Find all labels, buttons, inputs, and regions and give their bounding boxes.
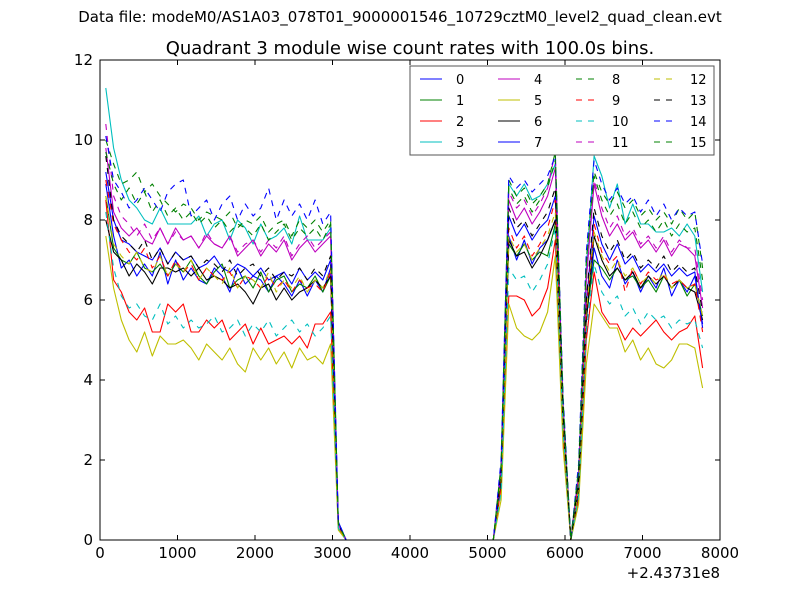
series-line-0 — [105, 183, 704, 540]
x-tick-label: 3000 — [313, 544, 351, 562]
legend-label-11: 11 — [612, 136, 629, 151]
legend-label-6: 6 — [534, 115, 542, 130]
y-tick-label: 6 — [83, 291, 93, 309]
legend-label-9: 9 — [612, 94, 620, 109]
legend-label-12: 12 — [690, 73, 707, 88]
series-line-11 — [105, 123, 704, 540]
legend-label-3: 3 — [456, 136, 464, 151]
legend-label-8: 8 — [612, 73, 620, 88]
x-tick-label: 6000 — [546, 544, 584, 562]
series-line-4 — [105, 147, 704, 540]
legend-box — [409, 65, 715, 156]
chart-title: Quadrant 3 module wise count rates with … — [166, 38, 655, 59]
series-line-12 — [105, 195, 704, 540]
legend-label-1: 1 — [456, 94, 464, 109]
series-line-2 — [105, 199, 704, 540]
legend-label-15: 15 — [690, 136, 707, 151]
x-tick-label: 1000 — [158, 544, 196, 562]
y-tick-label: 12 — [74, 51, 93, 69]
series-line-3 — [105, 87, 704, 540]
y-tick-label: 2 — [83, 451, 93, 469]
y-tick-label: 4 — [83, 371, 93, 389]
legend-label-5: 5 — [534, 94, 542, 109]
legend-label-10: 10 — [612, 115, 629, 130]
x-tick-label: 5000 — [468, 544, 506, 562]
y-tick-label: 10 — [74, 131, 93, 149]
series-line-1 — [105, 195, 704, 540]
x-tick-label: 7000 — [623, 544, 661, 562]
legend-label-0: 0 — [456, 73, 464, 88]
legend-label-4: 4 — [534, 73, 542, 88]
x-offset-label: +2.43731e8 — [627, 564, 720, 582]
x-tick-label: 2000 — [236, 544, 274, 562]
x-tick-label: 0 — [95, 544, 105, 562]
series-line-5 — [105, 235, 704, 540]
series-line-14 — [105, 135, 704, 540]
x-tick-label: 8000 — [701, 544, 739, 562]
legend-label-7: 7 — [534, 136, 542, 151]
series-line-10 — [105, 211, 704, 540]
series-line-15 — [105, 151, 704, 540]
legend-label-13: 13 — [690, 94, 707, 109]
series-layer — [105, 87, 704, 540]
series-line-9 — [105, 179, 704, 540]
series-line-8 — [105, 139, 704, 540]
y-tick-label: 0 — [83, 531, 93, 549]
y-tick-label: 8 — [83, 211, 93, 229]
x-tick-label: 4000 — [391, 544, 429, 562]
series-line-13 — [105, 155, 704, 540]
axes-layer: 0 1000 2000 3000 4000 5000 6000 7000 80000246810… — [74, 51, 739, 582]
series-line-7 — [105, 171, 704, 540]
legend-label-2: 2 — [456, 115, 464, 130]
figure-suptitle: Data file: modeM0/AS1A03_078T01_90000015… — [78, 8, 722, 26]
legend-label-14: 14 — [690, 115, 707, 130]
